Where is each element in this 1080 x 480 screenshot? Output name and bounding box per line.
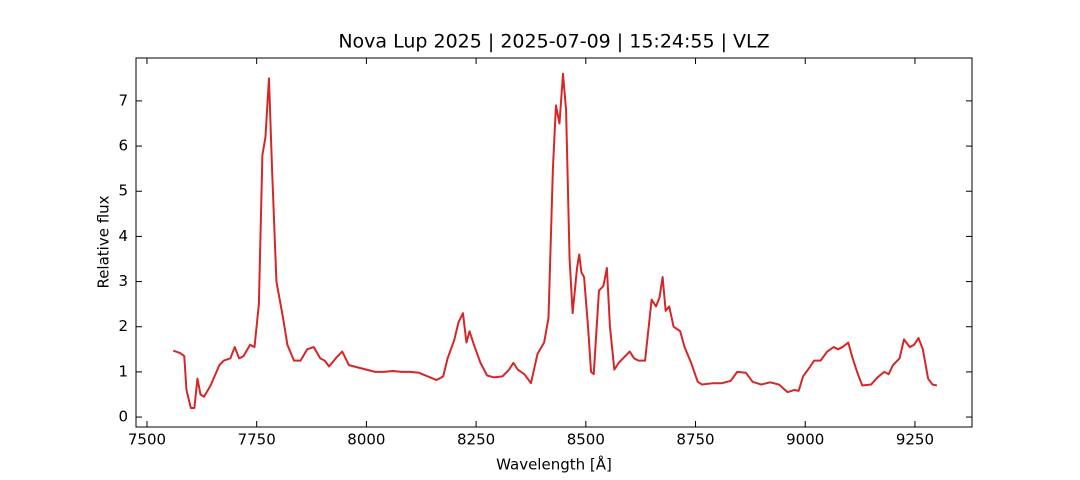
chart-title: Nova Lup 2025 | 2025-07-09 | 15:24:55 | …	[338, 31, 769, 53]
y-tick-label: 1	[118, 362, 128, 380]
y-tick-label: 5	[118, 182, 128, 200]
x-tick-label: 8750	[676, 431, 714, 449]
y-tick-label: 2	[118, 317, 128, 335]
x-tick-label: 8000	[347, 431, 385, 449]
y-axis-label: Relative flux	[95, 195, 113, 288]
y-tick-label: 6	[118, 137, 128, 155]
y-tick-label: 4	[118, 227, 128, 245]
x-tick-label: 9250	[896, 431, 934, 449]
x-tick-label: 7750	[238, 431, 276, 449]
plot-frame	[135, 57, 973, 428]
x-tick-label: 7500	[128, 431, 166, 449]
x-tick-label: 8250	[457, 431, 495, 449]
y-tick-label: 7	[118, 91, 128, 109]
y-tick-label: 0	[118, 408, 128, 426]
x-tick-label: 9000	[786, 431, 824, 449]
x-tick-label: 8500	[567, 431, 605, 449]
y-tick-label: 3	[118, 272, 128, 290]
spectrum-line	[172, 72, 938, 410]
x-axis-label: Wavelength [Å]	[496, 455, 612, 474]
